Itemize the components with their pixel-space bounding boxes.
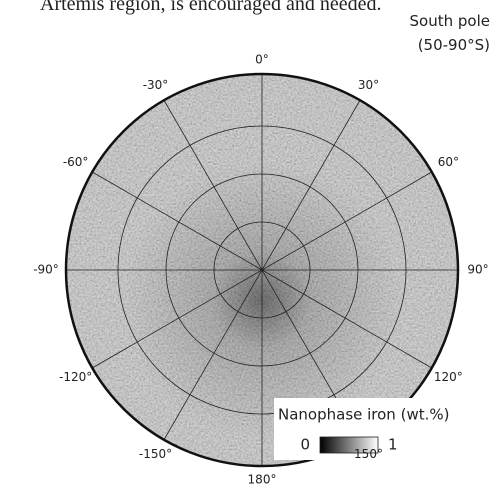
longitude-label: -60° [63,155,89,169]
page: Artemis region, is encouraged and needed… [0,0,502,504]
colorbar-min: 0 [300,436,310,454]
longitude-label: -120° [59,370,92,384]
longitude-label: 120° [434,370,463,384]
longitude-label: -150° [139,447,172,461]
map-figure: Artemis region, is encouraged and needed… [0,0,502,504]
longitude-label: -30° [143,78,169,92]
longitude-label: 150° [354,447,383,461]
longitude-label: -90° [33,263,59,277]
longitude-label: 180° [248,473,277,487]
colorbar-max: 1 [388,436,398,454]
map-title: South pole [410,12,490,30]
map-subtitle: (50-90°S) [418,36,490,54]
longitude-label: 30° [358,78,379,92]
caption-fragment: Artemis region, is encouraged and needed… [40,0,382,15]
longitude-label: 90° [467,263,488,277]
longitude-label: 60° [438,155,459,169]
colorbar-label: Nanophase iron (wt.%) [278,406,449,424]
longitude-label: 0° [255,53,269,67]
